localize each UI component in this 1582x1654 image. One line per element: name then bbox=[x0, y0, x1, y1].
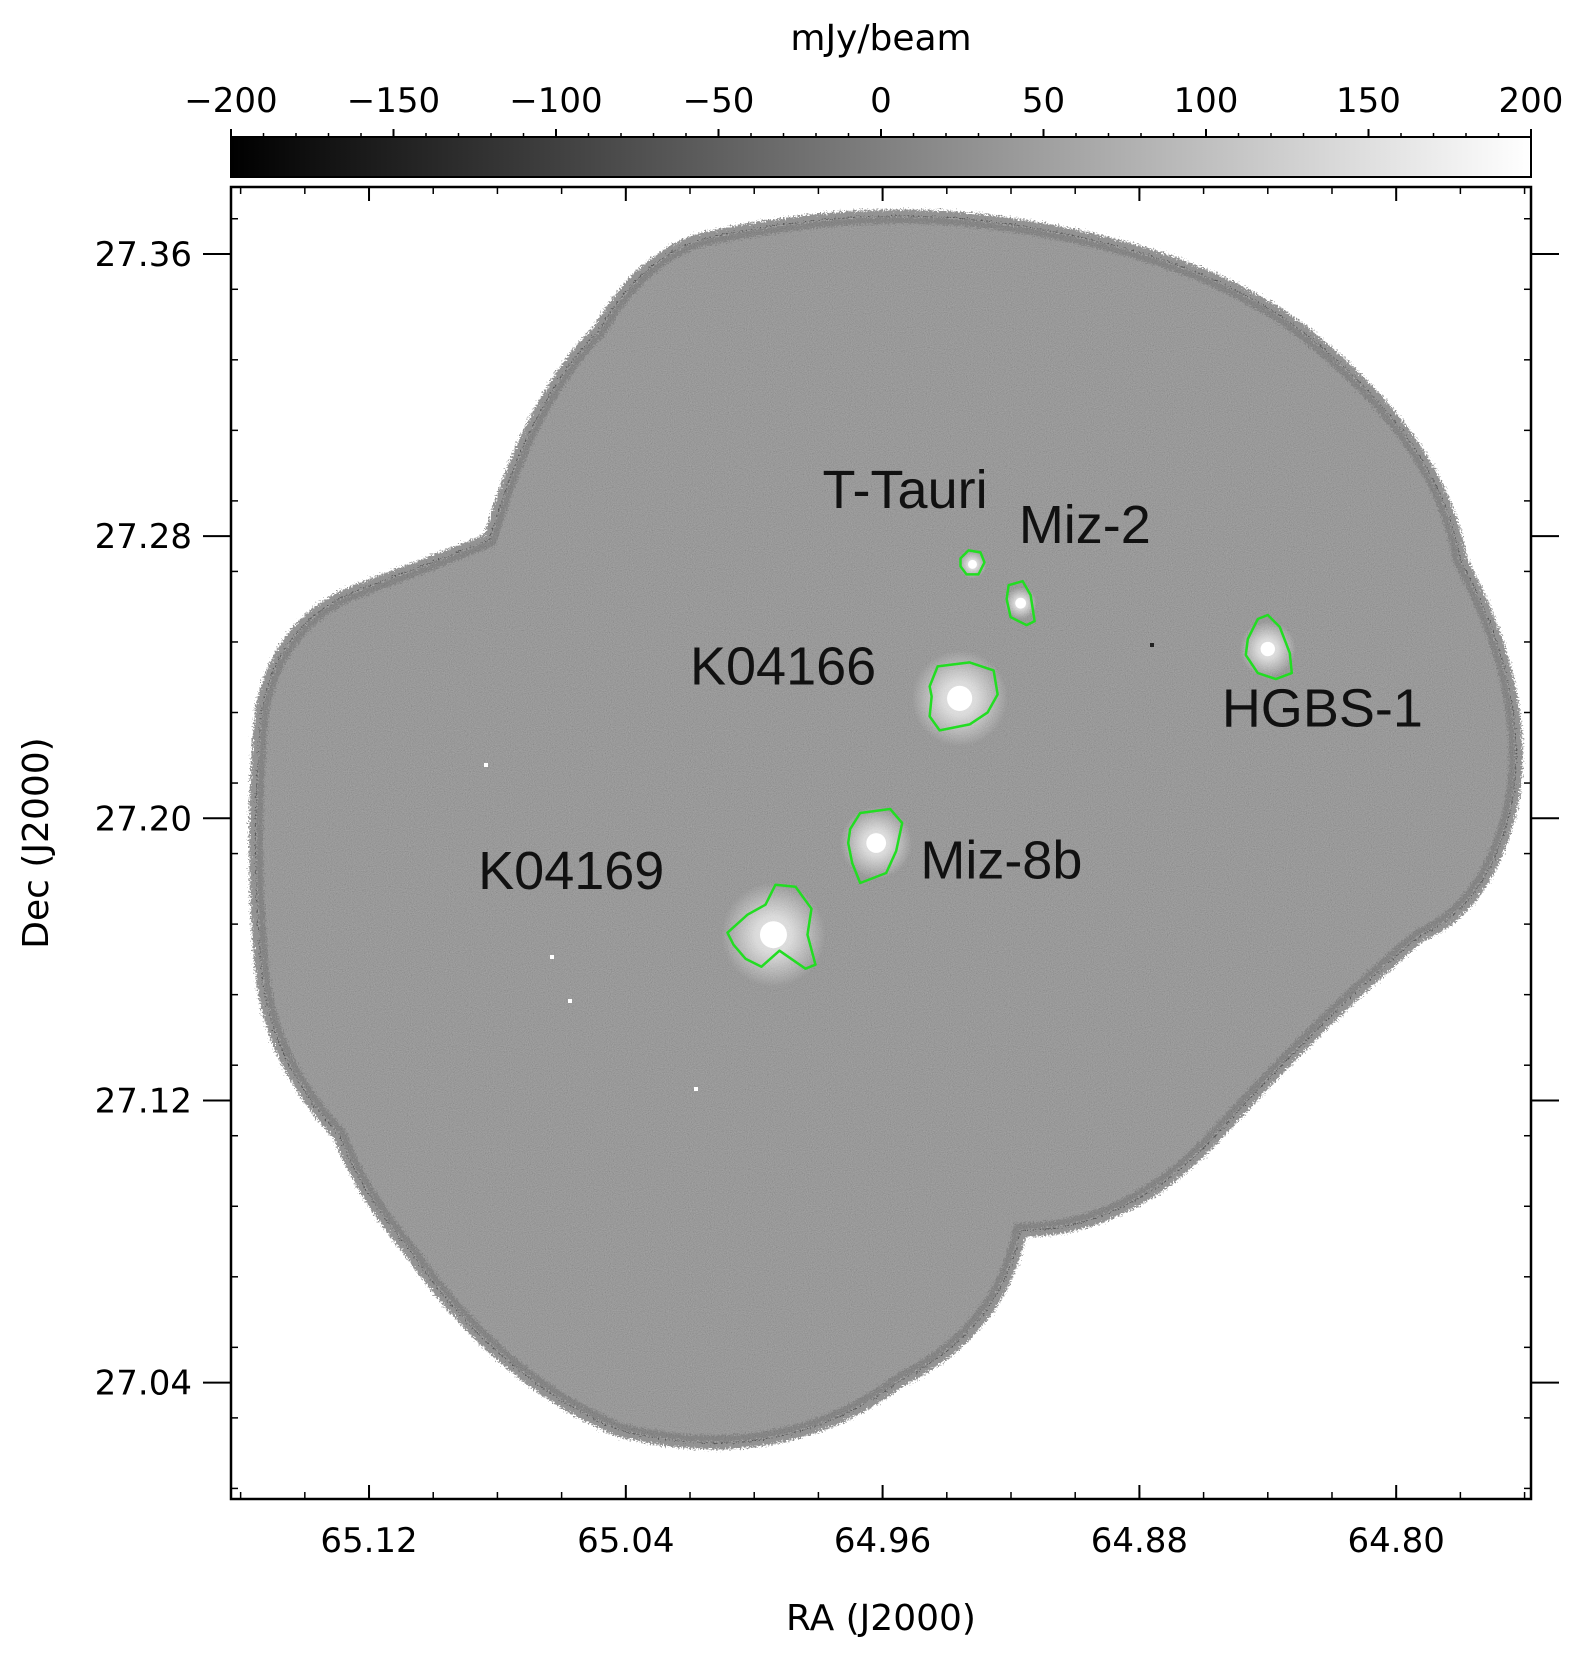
colorbar-tick-label: −50 bbox=[683, 81, 755, 121]
source-contours bbox=[726, 549, 1294, 970]
source-label: Miz-8b bbox=[920, 830, 1082, 890]
y-tick-label: 27.04 bbox=[95, 1364, 192, 1404]
x-axis-ticks: 65.12 65.04 64.96 64.88 64.80 bbox=[239, 187, 1526, 1561]
source-label: HGBS-1 bbox=[1222, 679, 1423, 739]
x-tick-label: 64.88 bbox=[1091, 1521, 1188, 1561]
plot-frame bbox=[229, 185, 1533, 1501]
source-peak bbox=[1260, 641, 1275, 657]
source-label: K04166 bbox=[690, 636, 876, 696]
source-contour bbox=[959, 549, 986, 576]
colorbar-tick-label: 200 bbox=[1499, 81, 1564, 121]
colorbar-tick-label: −150 bbox=[347, 81, 440, 121]
map-pixel bbox=[550, 955, 554, 959]
source-peak bbox=[947, 685, 973, 711]
map-pixel bbox=[1150, 643, 1154, 647]
map-pixel bbox=[484, 763, 488, 767]
colorbar-tick-label: −200 bbox=[184, 81, 277, 121]
map-pixel bbox=[694, 1087, 698, 1091]
x-tick-label: 65.04 bbox=[577, 1521, 674, 1561]
y-axis-ticks: 27.36 27.28 27.20 27.12 27.04 bbox=[95, 217, 1559, 1490]
y-tick-label: 27.28 bbox=[95, 517, 192, 557]
colorbar-tick-label: 50 bbox=[1022, 81, 1065, 121]
y-tick-label: 27.36 bbox=[95, 235, 192, 275]
x-tick-label: 64.96 bbox=[834, 1521, 931, 1561]
colorbar-tick-label: 0 bbox=[870, 81, 892, 121]
source-peak bbox=[866, 833, 887, 853]
source-label: Miz-2 bbox=[1019, 495, 1151, 555]
x-tick-label: 64.80 bbox=[1348, 1521, 1445, 1561]
source-contour bbox=[928, 661, 999, 732]
y-tick-label: 27.12 bbox=[95, 1081, 192, 1121]
colorbar-label: mJy/beam bbox=[790, 18, 971, 59]
y-tick-label: 27.20 bbox=[95, 799, 192, 839]
source-peak bbox=[759, 921, 787, 949]
source-label: T-Tauri bbox=[823, 460, 988, 520]
source-contour bbox=[1005, 579, 1036, 627]
source-peak bbox=[967, 559, 977, 569]
y-axis-label: Dec (J2000) bbox=[16, 737, 57, 948]
source-contour bbox=[846, 807, 904, 885]
source-contour bbox=[726, 883, 817, 970]
source-contour bbox=[1244, 613, 1294, 681]
colorbar-tick-label: 150 bbox=[1336, 81, 1401, 121]
image-map: T-Tauri Miz-2 HGBS-1 K04166 Miz-8b K04169 bbox=[249, 209, 1523, 1450]
colorbar-tick-label: 100 bbox=[1174, 81, 1239, 121]
colorbar: mJy/beam −200 −150 −100 −50 0 50 100 150 200 bbox=[184, 18, 1563, 178]
source-label: K04169 bbox=[478, 841, 664, 901]
source-peak bbox=[1015, 597, 1027, 609]
colorbar-tick-label: −100 bbox=[509, 81, 602, 121]
x-tick-label: 65.12 bbox=[320, 1521, 417, 1561]
x-axis-label: RA (J2000) bbox=[786, 1598, 976, 1639]
colorbar-ticks: −200 −150 −100 −50 0 50 100 150 200 bbox=[184, 81, 1563, 137]
colorbar-gradient bbox=[230, 136, 1532, 178]
map-pixel bbox=[568, 999, 572, 1003]
source-labels: T-Tauri Miz-2 HGBS-1 K04166 Miz-8b K04169 bbox=[478, 460, 1423, 901]
